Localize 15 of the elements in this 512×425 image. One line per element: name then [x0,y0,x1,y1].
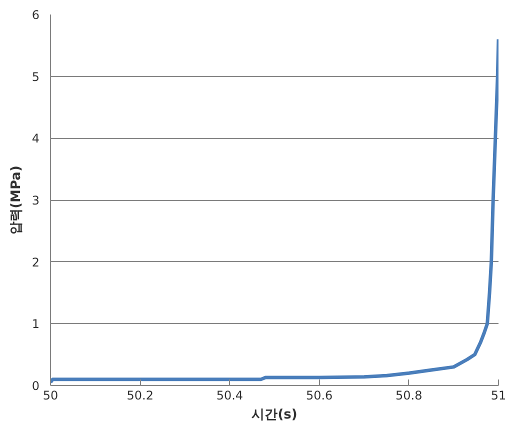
x-tick-label: 50.6 [306,388,333,402]
x-tick-label: 50.4 [216,388,244,402]
x-axis-title: 시간(s) [252,408,298,422]
x-tick-label: 50 [42,388,58,402]
y-tick-label: 0 [32,379,40,393]
y-tick-label: 1 [32,317,40,332]
x-tick-label: 50.2 [126,388,154,402]
y-tick-label: 2 [32,255,40,270]
y-axis-title: 압력(MPa) [8,166,24,234]
y-tick-label: 5 [32,70,40,84]
x-tick-label: 50.8 [396,388,422,402]
x-tick-label: 51 [490,388,506,402]
y-tick-label: 6 [32,8,40,22]
y-tick-label: 3 [32,194,40,208]
y-tick-label: 4 [32,132,40,146]
